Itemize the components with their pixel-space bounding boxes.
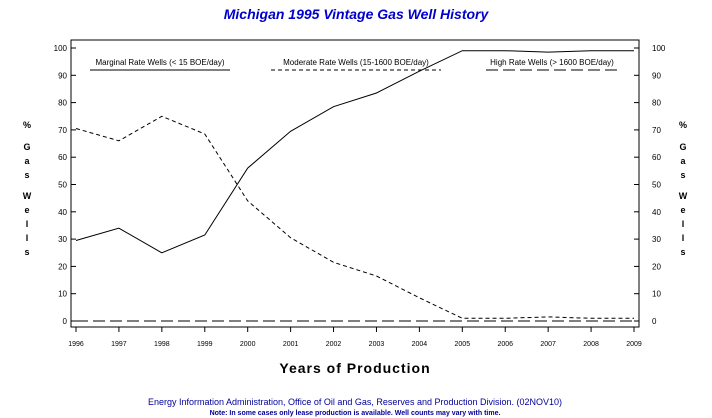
x-tick-label: 2000 — [240, 341, 256, 348]
y-tick-label-right: 50 — [652, 181, 661, 190]
ylab-right-char: s — [680, 247, 685, 257]
ylab-left-char: % — [23, 120, 31, 130]
legend-label-2: Moderate Rate Wells (15-1600 BOE/day) — [283, 58, 429, 67]
ylab-left-char: l — [26, 233, 29, 243]
x-tick-label: 2003 — [369, 341, 385, 348]
y-tick-label-right: 30 — [652, 235, 661, 244]
x-tick-label: 1997 — [111, 341, 127, 348]
ylab-right-char: % — [679, 120, 687, 130]
ylab-right-char: s — [680, 170, 685, 180]
ylab-left-char: s — [24, 247, 29, 257]
y-tick-label-left: 50 — [58, 181, 67, 190]
y-tick-label-left: 0 — [63, 317, 68, 326]
x-tick-label: 1996 — [68, 341, 84, 348]
y-tick-label-left: 30 — [58, 235, 67, 244]
y-tick-label-left: 90 — [58, 71, 67, 80]
y-tick-label-right: 60 — [652, 153, 661, 162]
x-tick-label: 2009 — [626, 341, 642, 348]
y-tick-label-right: 0 — [652, 317, 657, 326]
ylab-right-char: e — [680, 205, 685, 215]
legend-label-1: Marginal Rate Wells (< 15 BOE/day) — [95, 58, 224, 67]
footer-note: Note: In some cases only lease productio… — [210, 410, 501, 417]
x-tick-label: 2004 — [412, 341, 428, 348]
ylab-left-char: s — [24, 170, 29, 180]
x-tick-label: 2008 — [583, 341, 599, 348]
y-tick-label-left: 100 — [54, 44, 68, 53]
x-tick-label: 2006 — [497, 341, 513, 348]
legend: Marginal Rate Wells (< 15 BOE/day) Modera… — [90, 58, 618, 71]
y-tick-label-left: 10 — [58, 290, 67, 299]
ylab-right-char: l — [682, 233, 685, 243]
ylab-right-char: W — [679, 191, 688, 201]
legend-label-3: High Rate Wells (> 1600 BOE/day) — [490, 58, 614, 67]
y-tick-label-left: 80 — [58, 99, 67, 108]
footer-source: Energy Information Administration, Offic… — [148, 397, 562, 407]
chart-title: Michigan 1995 Vintage Gas Well History — [224, 6, 490, 22]
x-tick-label: 1998 — [154, 341, 170, 348]
x-tick-label: 2005 — [455, 341, 471, 348]
ylab-left-char: a — [24, 156, 30, 166]
ylab-left-char: l — [26, 219, 29, 229]
y-tick-label-left: 40 — [58, 208, 67, 217]
x-axis-label: Years of Production — [279, 360, 430, 376]
x-tick-label: 2002 — [326, 341, 342, 348]
plot-frame — [70, 39, 640, 328]
ylab-right-char: G — [679, 142, 686, 152]
series-line-1 — [75, 50, 634, 254]
y-tick-label-right: 80 — [652, 99, 661, 108]
y-tick-label-right: 20 — [652, 262, 661, 271]
x-tick-label: 1999 — [197, 341, 213, 348]
y-tick-label-right: 40 — [652, 208, 661, 217]
y-tick-label-left: 20 — [58, 262, 67, 271]
x-tick-label: 2007 — [540, 341, 556, 348]
ylab-left-char: W — [23, 191, 32, 201]
ylab-right-char: a — [680, 156, 686, 166]
series-line-2 — [75, 115, 634, 319]
axes-group: 0 0 10 10 20 20 30 30 40 40 50 50 60 60 70 70 80 80 90 90 10… — [54, 44, 666, 348]
y-tick-label-right: 90 — [652, 71, 661, 80]
ylab-left-char: G — [23, 142, 30, 152]
ylab-left-char: e — [24, 205, 29, 215]
x-tick-label: 2001 — [283, 341, 299, 348]
y-tick-label-left: 60 — [58, 153, 67, 162]
y-tick-label-right: 10 — [652, 290, 661, 299]
series-lines — [75, 50, 634, 322]
y-tick-label-right: 100 — [652, 44, 666, 53]
ylab-right-char: l — [682, 219, 685, 229]
y-tick-label-left: 70 — [58, 126, 67, 135]
y-tick-label-right: 70 — [652, 126, 661, 135]
